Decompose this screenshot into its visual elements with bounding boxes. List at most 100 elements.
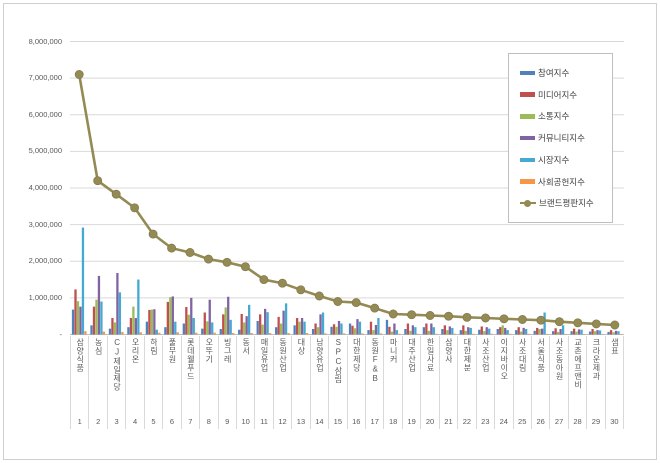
bar-미디어지수-24 <box>499 327 502 335</box>
category-number: 9 <box>225 417 230 426</box>
bar-미디어지수-9 <box>222 314 225 335</box>
bar-소통지수-25 <box>520 331 523 335</box>
bar-소통지수-21 <box>446 330 449 335</box>
bar-소통지수-27 <box>556 331 560 335</box>
bar-소통지수-18 <box>390 331 394 335</box>
category-number: 29 <box>591 417 601 426</box>
line-marker-3 <box>111 189 121 199</box>
bar-사회공헌지수-5 <box>158 332 161 335</box>
bar-소통지수-3 <box>113 322 117 335</box>
legend-label: 사회공헌지수 <box>538 176 585 187</box>
bar-시장지수-23 <box>488 328 491 335</box>
bar-커뮤니티지수-21 <box>448 326 451 335</box>
x-label-cell-13: 대상 13 <box>291 336 309 429</box>
bar-시장지수-1 <box>81 227 85 335</box>
category-number: 8 <box>206 417 211 426</box>
bar-미디어지수-11 <box>259 314 262 335</box>
category-name: 오리온 <box>131 338 140 364</box>
bar-사회공헌지수-23 <box>490 333 493 335</box>
x-label-cell-12: 동원산업 12 <box>272 336 291 429</box>
bar-커뮤니티지수-12 <box>282 310 285 335</box>
bar-참여지수-8 <box>201 328 204 335</box>
line-marker-11 <box>259 275 269 285</box>
bar-시장지수-3 <box>118 292 122 335</box>
category-name: 사조산업 <box>481 338 490 372</box>
line-marker-10 <box>240 262 250 272</box>
bar-미디어지수-8 <box>203 312 206 335</box>
x-label-cell-17: 동원F&B 17 <box>365 336 383 429</box>
legend-bar-swatch-icon <box>520 179 535 184</box>
bar-참여지수-19 <box>404 329 407 335</box>
legend-label: 커뮤니티지수 <box>538 133 585 143</box>
bar-미디어지수-23 <box>480 326 483 335</box>
bar-시장지수-5 <box>155 329 158 335</box>
line-marker-21 <box>444 311 454 321</box>
bar-커뮤니티지수-16 <box>356 319 359 335</box>
x-label-cell-4: 오리온 4 <box>125 336 143 429</box>
x-label-cell-25: 사조대림 25 <box>512 336 531 429</box>
line-marker-7 <box>185 248 195 257</box>
bar-소통지수-28 <box>575 331 578 335</box>
bar-소통지수-7 <box>187 314 190 335</box>
x-label-cell-11: 매일유업 11 <box>254 336 272 429</box>
x-label-cell-2: 농심 2 <box>88 336 106 429</box>
legend-item-커뮤니티지수: 커뮤니티지수 <box>509 131 612 145</box>
bar-사회공헌지수-30 <box>619 333 623 335</box>
bar-사회공헌지수-12 <box>287 333 290 335</box>
category-name: 매일유업 <box>260 338 269 372</box>
bar-참여지수-3 <box>108 328 112 335</box>
bar-소통지수-5 <box>150 309 154 335</box>
category-number: 13 <box>296 417 306 426</box>
bar-커뮤니티지수-2 <box>97 275 101 335</box>
bar-미디어지수-3 <box>111 318 114 335</box>
bar-사회공헌지수-7 <box>195 332 198 335</box>
bar-커뮤니티지수-27 <box>559 329 562 335</box>
x-label-cell-23: 사조산업 23 <box>475 336 494 429</box>
category-name: 이지바이오 <box>499 338 508 381</box>
legend-bar-swatch-icon <box>520 92 535 97</box>
bar-참여지수-15 <box>330 326 333 335</box>
bar-시장지수-10 <box>248 304 251 335</box>
bar-사회공헌지수-16 <box>361 333 364 335</box>
bar-시장지수-17 <box>377 318 380 335</box>
x-label-cell-26: 서울식품 26 <box>530 336 549 429</box>
line-marker-6 <box>167 243 177 253</box>
bar-미디어지수-27 <box>554 328 557 335</box>
category-number: 28 <box>573 417 582 426</box>
bar-사회공헌지수-24 <box>509 333 512 335</box>
category-name: 오뚜기 <box>204 338 213 364</box>
bar-시장지수-16 <box>358 321 362 335</box>
bar-미디어지수-5 <box>148 309 151 335</box>
bar-사회공헌지수-18 <box>398 333 401 335</box>
category-name: 동원F&B <box>370 338 379 384</box>
bar-소통지수-6 <box>169 297 172 335</box>
x-label-cell-22: 대한제분 22 <box>457 336 475 429</box>
y-tick-label: - <box>59 329 63 339</box>
bar-참여지수-6 <box>164 327 167 335</box>
line-marker-28 <box>573 318 583 328</box>
category-number: 11 <box>260 417 268 426</box>
category-name: 크라운제과 <box>591 338 600 381</box>
line-marker-26 <box>536 315 546 325</box>
bar-사회공헌지수-28 <box>582 333 586 335</box>
bar-소통지수-8 <box>206 321 209 335</box>
legend-bar-swatch-icon <box>520 114 535 119</box>
y-tick-label: 3,000,000 <box>28 219 62 229</box>
x-label-cell-9: 빙그레 9 <box>217 336 236 429</box>
bar-사회공헌지수-14 <box>324 333 327 335</box>
legend-bar-swatch-icon <box>520 70 535 75</box>
category-number: 14 <box>315 417 324 426</box>
bar-소통지수-1 <box>76 301 80 335</box>
bar-커뮤니티지수-11 <box>263 308 267 335</box>
bar-시장지수-29 <box>598 330 602 335</box>
bar-소통지수-13 <box>298 321 301 335</box>
bar-시장지수-19 <box>414 327 417 335</box>
bar-커뮤니티지수-30 <box>614 330 618 335</box>
category-name: 풀무원 <box>167 338 176 364</box>
category-number: 12 <box>278 417 287 426</box>
bar-소통지수-11 <box>261 324 264 335</box>
bar-사회공헌지수-13 <box>305 333 309 335</box>
category-name: 빙그레 <box>223 338 232 364</box>
bar-소통지수-10 <box>243 322 246 335</box>
